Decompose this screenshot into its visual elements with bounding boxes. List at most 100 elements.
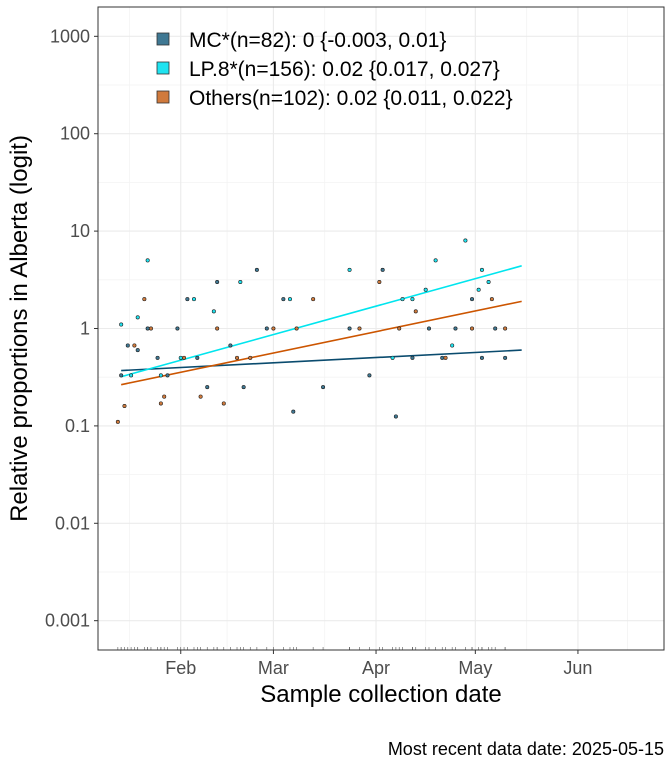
y-tick-label: 0.1 [65, 416, 90, 436]
data-point [198, 394, 203, 399]
data-point [148, 326, 153, 331]
data-point [195, 355, 200, 360]
data-point [238, 280, 243, 285]
data-point [221, 401, 226, 406]
x-tick-label: Feb [165, 658, 196, 678]
x-tick-label: May [458, 658, 492, 678]
data-point [115, 419, 120, 424]
data-point [503, 326, 508, 331]
data-point [182, 355, 187, 360]
legend-label: LP.8*(n=156): 0.02 {0.017, 0.027} [189, 58, 500, 81]
trend-line [120, 265, 522, 378]
data-point [486, 280, 491, 285]
legend: MC*(n=82): 0 {-0.003, 0.01} LP.8*(n=156):… [156, 29, 513, 110]
data-point [489, 297, 494, 302]
data-point [503, 355, 508, 360]
data-point [400, 297, 405, 302]
trend-line [121, 349, 522, 372]
data-point [357, 326, 362, 331]
data-point [479, 355, 484, 360]
data-point [119, 322, 124, 327]
data-point [248, 355, 253, 360]
data-point [377, 280, 382, 285]
data-point [321, 385, 326, 390]
data-point [294, 326, 299, 331]
data-point [122, 404, 127, 409]
data-point [185, 297, 190, 302]
data-point [393, 414, 398, 419]
data-point [443, 355, 448, 360]
data-point [463, 238, 468, 243]
data-point [215, 326, 220, 331]
data-point [191, 297, 196, 302]
legend-key [156, 61, 170, 75]
y-tick-label: 10 [70, 221, 90, 241]
data-point [440, 355, 445, 360]
data-point [264, 326, 269, 331]
data-point [413, 309, 418, 314]
x-axis-title: Sample collection date [260, 681, 501, 708]
legend-label: MC*(n=82): 0 {-0.003, 0.01} [189, 29, 446, 52]
data-point [135, 315, 140, 320]
data-point [426, 326, 431, 331]
data-point [254, 267, 259, 272]
data-point [380, 267, 385, 272]
legend-label: Others(n=102): 0.02 {0.011, 0.022} [189, 87, 513, 110]
x-axis-ticks: Feb Mar Apr May Jun [165, 650, 592, 678]
data-point [410, 355, 415, 360]
x-tick-label: Apr [362, 658, 390, 678]
data-point [215, 280, 220, 285]
data-point [470, 297, 475, 302]
caption: Most recent data date: 2025-05-15 [388, 739, 664, 759]
y-tick-label: 0.001 [45, 611, 90, 631]
data-point [235, 355, 240, 360]
data-point [129, 373, 134, 378]
data-points [115, 238, 508, 424]
data-point [367, 373, 372, 378]
y-tick-label: 0.01 [55, 513, 90, 533]
data-point [390, 355, 395, 360]
data-point [158, 401, 163, 406]
data-point [205, 385, 210, 390]
x-tick-label: Mar [258, 658, 289, 678]
data-point [347, 326, 352, 331]
data-point [397, 326, 402, 331]
data-point [453, 326, 458, 331]
data-point [287, 297, 292, 302]
data-point [493, 326, 498, 331]
x-tick-label: Jun [563, 658, 592, 678]
data-point [155, 355, 160, 360]
data-point [119, 373, 124, 378]
data-point [211, 309, 216, 314]
data-point [271, 326, 276, 331]
legend-key [156, 32, 170, 46]
y-axis-ticks: 0.001 0.01 0.1 1 10 100 1000 [45, 26, 98, 631]
y-axis-title: Relative proportions in Alberta (logit) [6, 135, 33, 522]
legend-key [156, 90, 170, 104]
data-point [347, 267, 352, 272]
data-point [145, 326, 150, 331]
data-point [145, 258, 150, 263]
data-point [241, 385, 246, 390]
y-tick-label: 100 [60, 124, 90, 144]
data-point [228, 343, 233, 348]
y-tick-label: 1 [80, 319, 90, 339]
data-point [175, 326, 180, 331]
data-point [410, 297, 415, 302]
major-gridlines [98, 7, 664, 650]
data-point [125, 343, 130, 348]
trend-line [121, 300, 522, 386]
data-point [423, 287, 428, 292]
data-point [142, 297, 147, 302]
data-point [291, 409, 296, 414]
trend-lines [120, 265, 522, 386]
data-point [479, 267, 484, 272]
data-point [132, 343, 137, 348]
data-point [158, 373, 163, 378]
data-point [281, 297, 286, 302]
data-point [470, 326, 475, 331]
data-point [162, 394, 167, 399]
data-point [165, 373, 170, 378]
